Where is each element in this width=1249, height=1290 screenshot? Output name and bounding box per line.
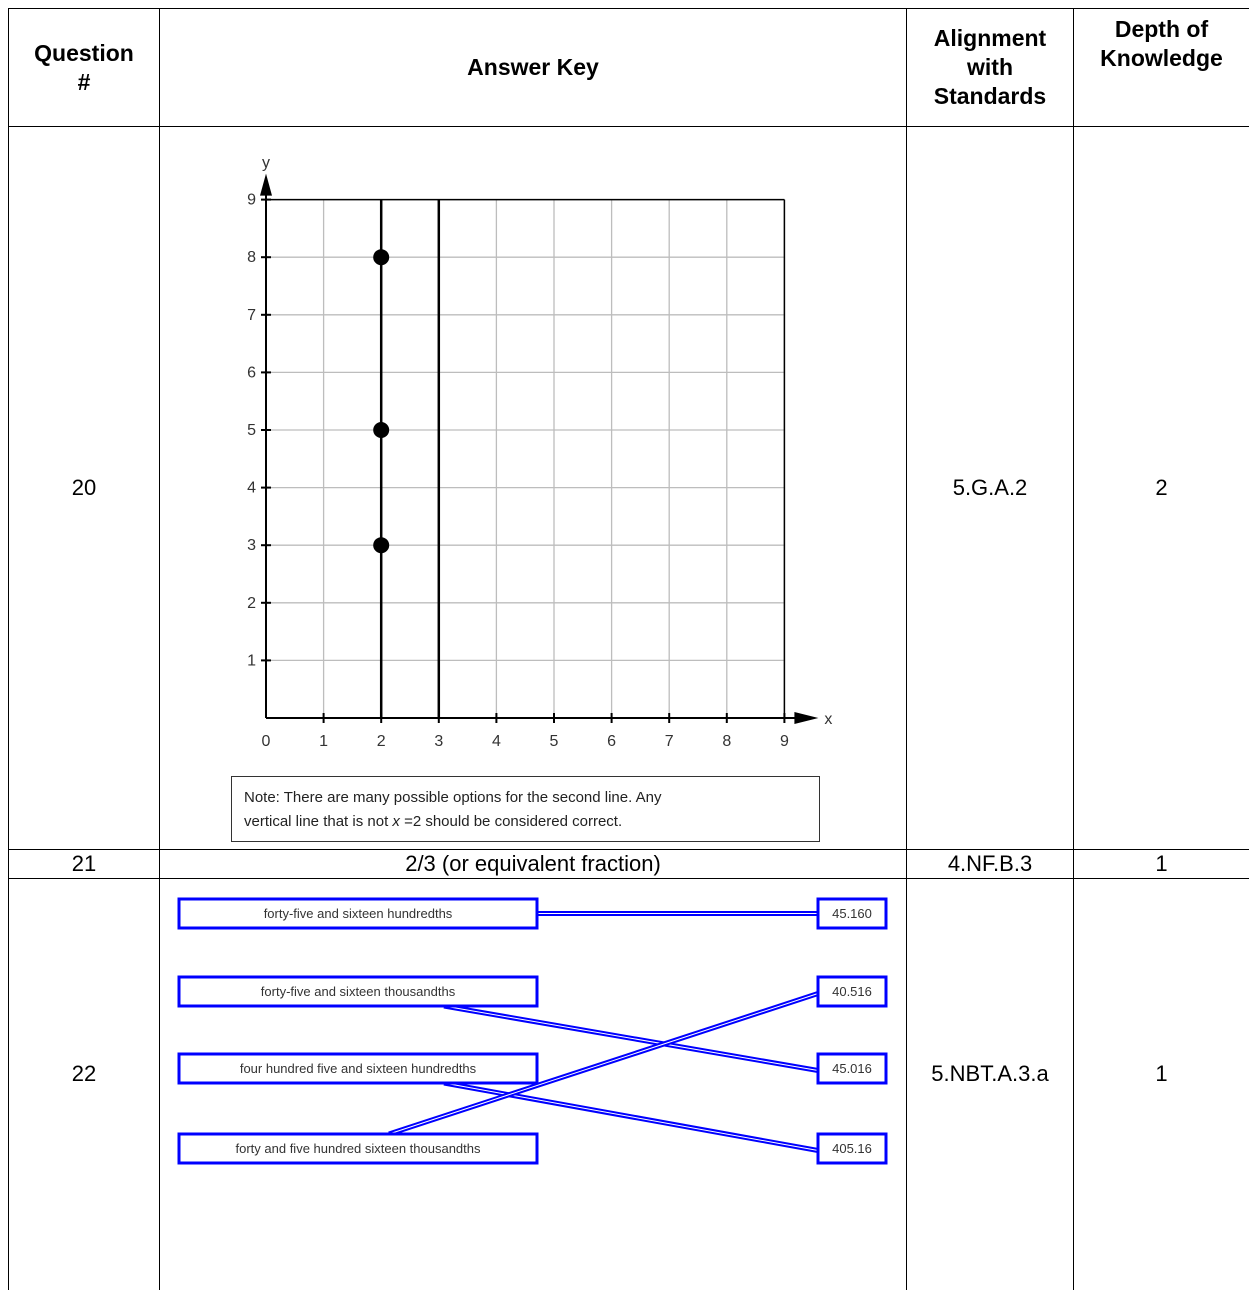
col-divider-1 [159, 8, 160, 1290]
left-match-box [177, 1052, 539, 1085]
row-21-divider [8, 878, 1249, 879]
right-match-label: 40.516 [832, 984, 872, 999]
x-tick-label: 1 [319, 733, 328, 750]
match-line-highlight [388, 993, 819, 1135]
row-22-dok: 1 [1074, 879, 1249, 1269]
row-21-dok: 1 [1074, 850, 1249, 878]
right-match-label: 45.160 [832, 906, 872, 921]
data-point [373, 249, 390, 266]
col-divider-2 [906, 8, 907, 1290]
y-tick-label: 2 [247, 595, 256, 612]
row-22-question: 22 [9, 879, 159, 1269]
row-21-dok-value: 1 [1155, 851, 1168, 877]
y-tick-label: 3 [247, 537, 256, 554]
header-alignment: Alignment with Standards [907, 9, 1073, 126]
y-tick-label: 8 [247, 249, 256, 266]
match-line-highlight [443, 1005, 819, 1071]
x-tick-label: 6 [607, 733, 616, 750]
coordinate-plane: 0 1 2 3 4 5 6 7 8 9 1 2 3 4 5 6 7 8 9 x y [247, 155, 832, 750]
x-tick-label: 0 [262, 733, 271, 750]
x-tick-label: 8 [722, 733, 731, 750]
x-tick-label: 5 [550, 733, 559, 750]
left-match-label: forty-five and sixteen thousandths [261, 984, 456, 999]
row-21-standard: 4.NF.B.3 [907, 850, 1073, 878]
table-border-top [8, 8, 1249, 9]
q20-note-line-2: vertical line that is not x =2 should be… [244, 810, 807, 834]
header-question-label: Question # [34, 39, 134, 95]
row-20-question: 20 [9, 127, 159, 849]
right-match-box [816, 897, 888, 930]
q20-note: Note: There are many possible options fo… [231, 776, 820, 842]
row-20-standard: 5.G.A.2 [907, 127, 1073, 849]
y-tick-label: 6 [247, 364, 256, 381]
y-axis-label: y [262, 155, 270, 172]
q20-note-variable: x [392, 813, 400, 830]
right-match-box [816, 975, 888, 1008]
y-tick-label: 7 [247, 307, 256, 324]
row-22-standard-code: 5.NBT.A.3.a [931, 1061, 1049, 1087]
q20-note-line-1: Note: There are many possible options fo… [244, 789, 662, 806]
left-match-label: forty and five hundred sixteen thousandt… [236, 1141, 481, 1156]
col-divider-3 [1073, 8, 1074, 1290]
right-match-box [816, 1052, 888, 1085]
row-20-divider [8, 849, 1249, 850]
left-match-box [177, 975, 539, 1008]
left-match-box [177, 1132, 539, 1165]
header-answer-key: Answer Key [160, 9, 906, 126]
row-22-standard: 5.NBT.A.3.a [907, 879, 1073, 1269]
q20-note-line-2-start: vertical line that is not [244, 813, 393, 830]
header-question: Question # [9, 9, 159, 126]
row-20-question-number: 20 [71, 475, 97, 501]
x-tick-label: 7 [665, 733, 674, 750]
table-border-left [8, 8, 9, 1290]
x-tick-label: 4 [492, 733, 501, 750]
data-point [373, 537, 390, 554]
right-match-label: 405.16 [832, 1141, 872, 1156]
row-20-dok-value: 2 [1155, 475, 1168, 501]
right-match-label: 45.016 [832, 1061, 872, 1076]
row-20-standard-code: 5.G.A.2 [952, 475, 1028, 501]
x-axis-arrow [794, 712, 819, 724]
header-dok: Depth of Knowledge [1074, 9, 1249, 126]
y-axis-arrow [260, 173, 272, 196]
y-tick-label: 9 [247, 192, 256, 209]
row-21-answer: 2/3 (or equivalent fraction) [160, 850, 906, 878]
x-tick-label: 2 [377, 733, 386, 750]
left-match-label: forty-five and sixteen hundredths [264, 906, 453, 921]
right-match-box [816, 1132, 888, 1165]
q20-note-line-2-end: =2 should be considered correct. [399, 813, 623, 830]
row-21-answer-text: 2/3 (or equivalent fraction) [405, 851, 661, 877]
header-row-divider [8, 126, 1249, 127]
x-axis-label: x [824, 711, 832, 728]
matching-diagram: forty-five and sixteen hundredths forty-f… [177, 897, 888, 1165]
left-match-label: four hundred five and sixteen hundredths [240, 1061, 477, 1076]
header-dok-label: Depth of Knowledge [1100, 16, 1223, 71]
row-21-question-number: 21 [71, 851, 97, 877]
header-alignment-label: Alignment with Standards [933, 25, 1047, 109]
row-22-question-number: 22 [71, 1061, 97, 1087]
y-tick-label: 1 [247, 652, 256, 669]
row-21-question: 21 [9, 850, 159, 878]
x-tick-label: 3 [434, 733, 443, 750]
header-answer-key-label: Answer Key [467, 54, 599, 81]
data-point [373, 422, 390, 438]
y-tick-label: 5 [247, 422, 256, 439]
y-tick-label: 4 [247, 480, 256, 497]
left-match-box [177, 897, 539, 930]
row-20-dok: 2 [1074, 127, 1249, 849]
row-22-dok-value: 1 [1155, 1061, 1168, 1087]
x-tick-label: 9 [780, 733, 789, 750]
row-21-standard-code: 4.NF.B.3 [947, 851, 1033, 877]
